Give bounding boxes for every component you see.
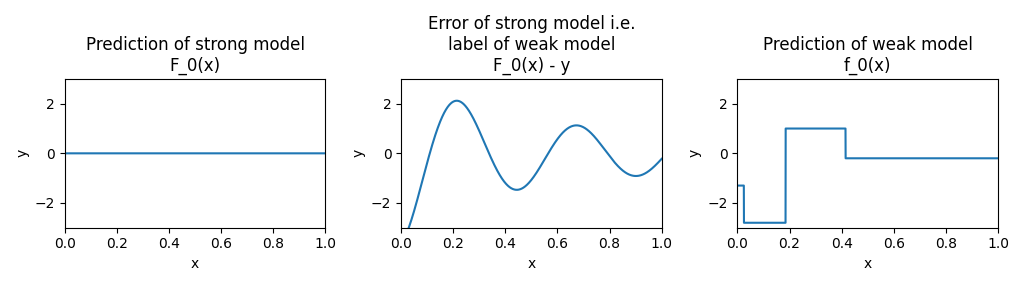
Y-axis label: y: y	[351, 149, 366, 158]
X-axis label: x: x	[863, 257, 871, 271]
X-axis label: x: x	[527, 257, 536, 271]
Title: Prediction of weak model
f_0(x): Prediction of weak model f_0(x)	[763, 36, 973, 75]
X-axis label: x: x	[190, 257, 200, 271]
Y-axis label: y: y	[15, 149, 29, 158]
Title: Prediction of strong model
F_0(x): Prediction of strong model F_0(x)	[86, 36, 304, 75]
Title: Error of strong model i.e.
label of weak model
F_0(x) - y: Error of strong model i.e. label of weak…	[428, 15, 635, 75]
Y-axis label: y: y	[688, 149, 701, 158]
